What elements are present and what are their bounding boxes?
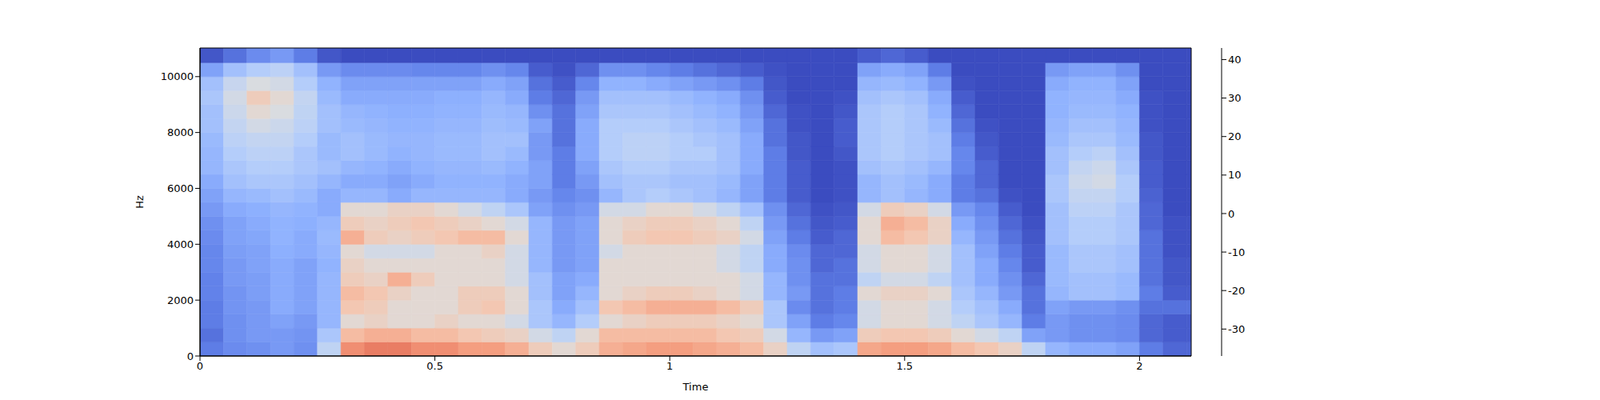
svg-text:40: 40 [1228,53,1242,66]
svg-text:8000: 8000 [167,126,194,139]
svg-text:10: 10 [1228,168,1242,181]
svg-text:0.5: 0.5 [426,360,444,372]
svg-text:0: 0 [196,360,204,372]
svg-text:1.5: 1.5 [896,360,913,372]
svg-text:Time: Time [682,380,709,393]
svg-text:2: 2 [1136,360,1143,372]
svg-text:20: 20 [1228,130,1242,143]
svg-text:2000: 2000 [167,294,194,307]
svg-text:4000: 4000 [167,238,194,251]
svg-text:1: 1 [666,360,673,372]
svg-text:-30: -30 [1228,323,1245,336]
svg-text:Hz: Hz [133,195,146,209]
svg-text:-10: -10 [1228,246,1245,259]
svg-text:6000: 6000 [167,182,194,195]
svg-text:30: 30 [1228,92,1242,104]
svg-text:0: 0 [187,350,194,363]
svg-text:10000: 10000 [160,70,194,83]
svg-text:-20: -20 [1228,284,1245,297]
svg-text:0: 0 [1228,208,1235,220]
